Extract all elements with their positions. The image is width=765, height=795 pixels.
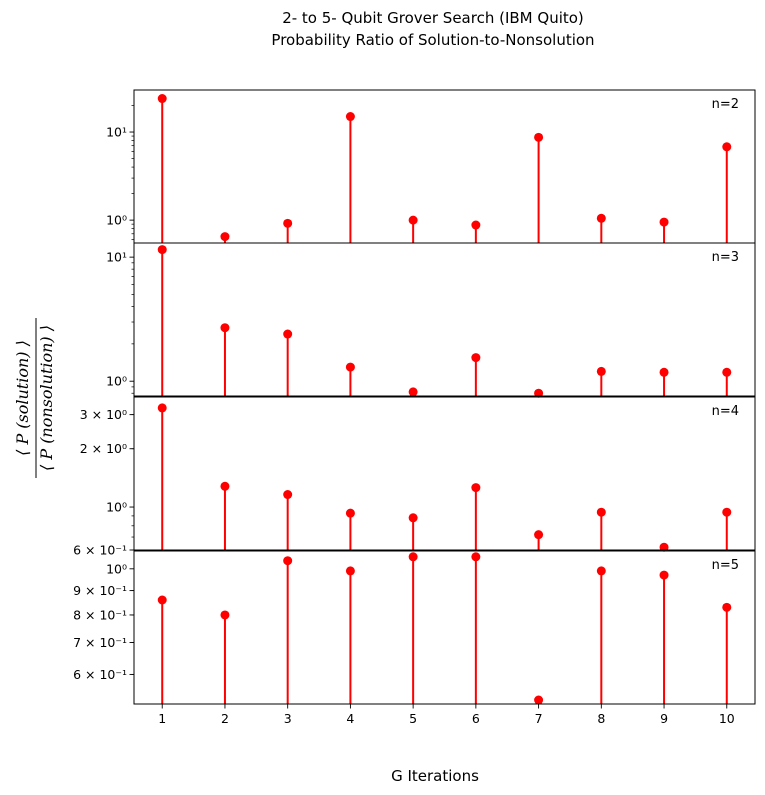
chart-title-line2: Probability Ratio of Solution-to-Nonsolu… bbox=[271, 31, 594, 49]
stem-marker bbox=[534, 530, 544, 540]
panel-label: n=4 bbox=[712, 404, 739, 419]
stem-marker bbox=[722, 602, 732, 612]
stem-marker bbox=[157, 403, 167, 413]
y-axis-label-numerator: ⟨ P (solution) ⟩ bbox=[13, 340, 32, 456]
stem-marker bbox=[471, 483, 481, 493]
y-tick-label: 8 × 10⁻¹ bbox=[73, 607, 127, 622]
y-tick-label: 10⁰ bbox=[106, 374, 127, 389]
stem-marker bbox=[220, 481, 230, 491]
x-axis-label: G Iterations bbox=[391, 767, 479, 785]
stem-marker bbox=[345, 362, 355, 372]
y-tick-label: 10¹ bbox=[106, 250, 127, 265]
stem-marker bbox=[471, 220, 481, 230]
panel-1: 10⁰ 10¹ n=2 bbox=[106, 89, 756, 244]
stem-marker bbox=[596, 366, 606, 376]
stem-marker bbox=[345, 566, 355, 576]
x-tick-label: 4 bbox=[346, 711, 354, 726]
y-tick-label: 7 × 10⁻¹ bbox=[73, 635, 127, 650]
y-tick-label: 10⁰ bbox=[106, 213, 127, 228]
panel-label: n=3 bbox=[712, 250, 739, 265]
y-tick-label: 10⁰ bbox=[106, 500, 127, 515]
panel-frame bbox=[133, 550, 756, 705]
stem-marker bbox=[659, 570, 669, 580]
panel-4: 6 × 10⁻¹ 7 × 10⁻¹ 8 × 10⁻¹ 9 × 10⁻¹ 10⁰ n=5 bbox=[73, 550, 756, 705]
stem-marker bbox=[722, 507, 732, 517]
stem-marker bbox=[408, 387, 418, 397]
stem-marker bbox=[157, 245, 167, 255]
panel-label: n=5 bbox=[712, 558, 739, 573]
stem-marker bbox=[345, 112, 355, 122]
x-axis: 1 2 3 4 5 6 7 8 9 10 bbox=[158, 704, 735, 726]
stem-marker bbox=[471, 353, 481, 363]
x-tick-label: 10 bbox=[719, 711, 735, 726]
y-tick-label: 10¹ bbox=[106, 125, 127, 140]
x-tick-label: 1 bbox=[158, 711, 166, 726]
stem-marker bbox=[220, 610, 230, 620]
stem-marker bbox=[283, 556, 293, 566]
stem-marker bbox=[722, 142, 732, 152]
panel-frame bbox=[133, 396, 756, 551]
stem-marker bbox=[283, 490, 293, 500]
stem-marker bbox=[283, 329, 293, 339]
x-tick-label: 9 bbox=[660, 711, 668, 726]
x-tick-label: 7 bbox=[535, 711, 543, 726]
stem-marker bbox=[596, 507, 606, 517]
panel-label: n=2 bbox=[712, 97, 739, 112]
stem-marker bbox=[596, 566, 606, 576]
stem-marker bbox=[722, 367, 732, 377]
stem-marker bbox=[408, 513, 418, 523]
y-axis-label-denominator: ⟨ P (nonsolution) ⟩ bbox=[37, 325, 56, 471]
stem-marker bbox=[408, 552, 418, 562]
x-tick-label: 5 bbox=[409, 711, 417, 726]
x-tick-label: 3 bbox=[284, 711, 292, 726]
panel-3: 6 × 10⁻¹ 10⁰ 2 × 10⁰ 3 × 10⁰ n=4 bbox=[73, 396, 756, 558]
x-tick-label: 2 bbox=[221, 711, 229, 726]
stem-marker bbox=[220, 323, 230, 333]
y-tick-label: 6 × 10⁻¹ bbox=[73, 667, 127, 682]
y-tick-label: 6 × 10⁻¹ bbox=[73, 543, 127, 558]
x-tick-label: 6 bbox=[472, 711, 480, 726]
y-tick-label: 3 × 10⁰ bbox=[80, 407, 127, 422]
panels-group: 10⁰ 10¹ n=2 10⁰ 10¹ n=3 6 × 10⁻¹ 10⁰ 2 × 10⁰ 3 × … bbox=[73, 89, 756, 705]
stem-marker bbox=[471, 552, 481, 562]
stem-marker bbox=[345, 508, 355, 518]
y-axis-label: ⟨ P (solution) ⟩ ⟨ P (nonsolution) ⟩ bbox=[13, 318, 56, 478]
stem-marker bbox=[534, 388, 544, 398]
y-tick-label: 10⁰ bbox=[106, 561, 127, 576]
stem-marker bbox=[283, 218, 293, 228]
panel-frame bbox=[133, 242, 756, 397]
stem-marker bbox=[659, 217, 669, 227]
stem-marker bbox=[157, 94, 167, 104]
stem-marker bbox=[157, 595, 167, 605]
x-tick-label: 8 bbox=[597, 711, 605, 726]
chart-title-line1: 2- to 5- Qubit Grover Search (IBM Quito) bbox=[282, 9, 584, 27]
stem-marker bbox=[596, 213, 606, 223]
y-tick-label: 2 × 10⁰ bbox=[80, 441, 127, 456]
stem-marker bbox=[408, 215, 418, 225]
stem-marker bbox=[659, 542, 669, 552]
stem-marker bbox=[534, 132, 544, 142]
panel-2: 10⁰ 10¹ n=3 bbox=[106, 242, 756, 398]
stem-marker bbox=[534, 695, 544, 705]
y-tick-label: 9 × 10⁻¹ bbox=[73, 583, 127, 598]
stem-marker bbox=[659, 367, 669, 377]
stem-marker bbox=[220, 232, 230, 242]
